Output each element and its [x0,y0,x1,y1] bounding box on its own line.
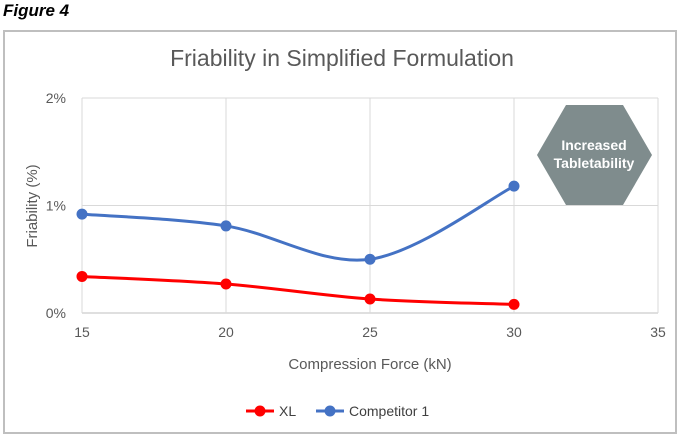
hexagon-shape [537,105,652,205]
x-tick-label: 35 [650,324,666,340]
x-tick-label: 30 [506,324,522,340]
badge-line-2: Tabletability [554,155,635,171]
series-point-0 [76,270,88,282]
badge-line-1: Increased [561,137,626,153]
x-tick-label: 15 [74,324,90,340]
legend-label: Competitor 1 [349,403,429,419]
x-tick-labels: 15 20 25 30 35 [74,324,666,340]
grid-lines [81,97,659,314]
legend-label: XL [279,403,296,419]
legend-swatch-marker [324,405,336,417]
x-tick-label: 25 [362,324,378,340]
series-point-0 [508,298,520,310]
chart-frame [3,30,677,434]
series-point-1 [364,253,376,265]
series-point-0 [220,278,232,290]
series-layer [76,180,520,310]
y-tick-labels: 0% 1% 2% [46,90,66,321]
y-tick-label: 2% [46,90,66,106]
legend-swatch-marker [254,405,266,417]
x-tick-label: 20 [218,324,234,340]
series-line-1 [80,184,516,262]
y-tick-label: 0% [46,305,66,321]
increased-tabletability-badge: Increased Tabletability [537,105,652,205]
y-tick-label: 1% [46,198,66,214]
series-point-1 [508,180,520,192]
figure-label: Figure 4 [3,1,70,20]
series-point-1 [76,208,88,220]
chart-title: Friability in Simplified Formulation [170,45,514,71]
legend: XL Competitor 1 [246,403,429,419]
series-point-1 [220,220,232,232]
series-line-0 [80,274,516,306]
y-axis-title: Friability (%) [24,164,41,247]
x-axis-title: Compression Force (kN) [288,356,451,373]
series-point-0 [364,293,376,305]
